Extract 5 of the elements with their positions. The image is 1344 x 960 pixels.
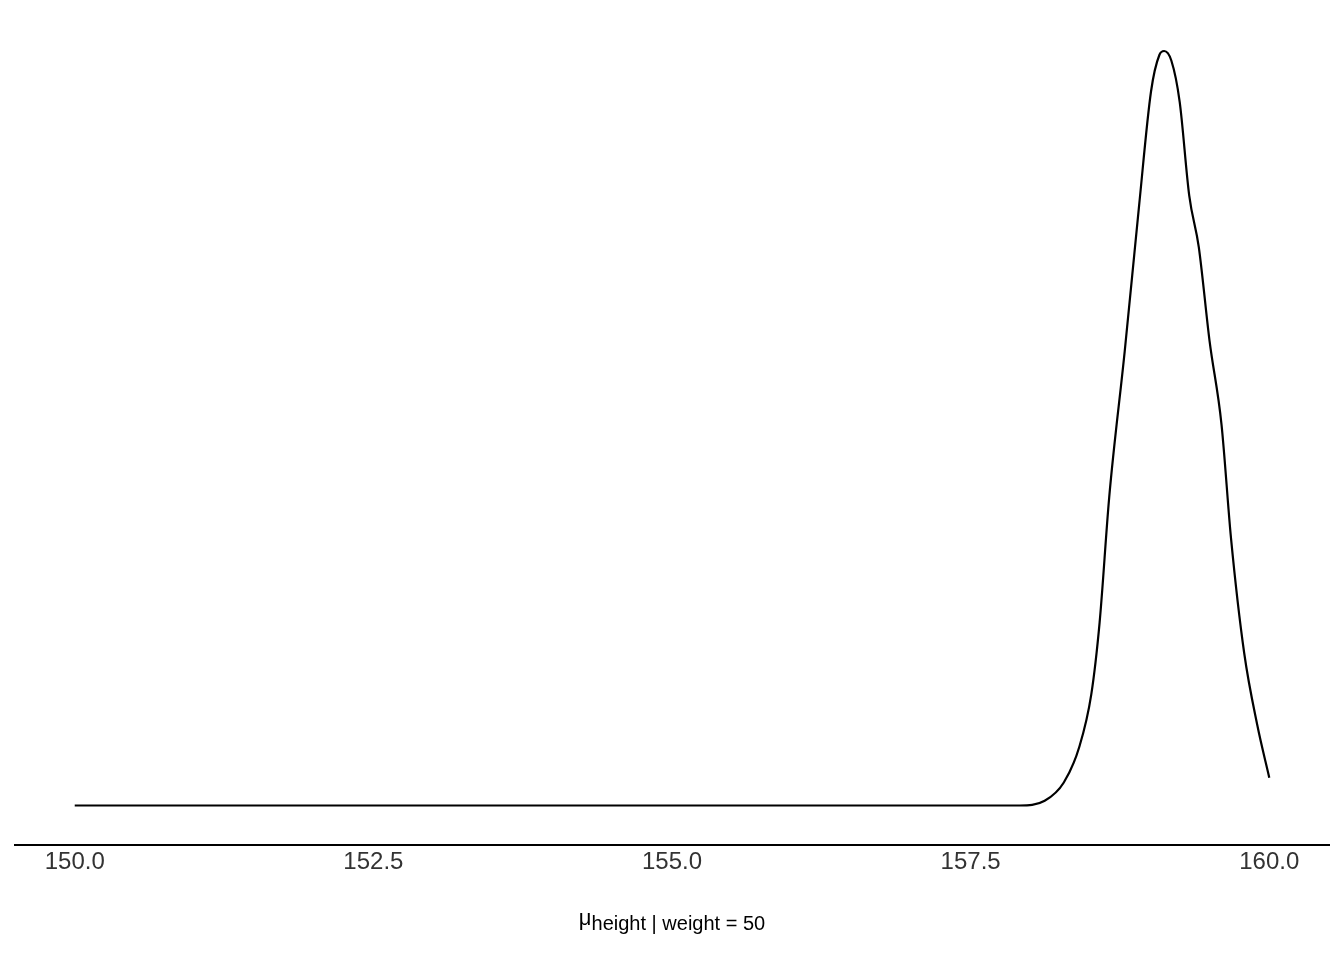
x-tick-label: 152.5 — [343, 847, 404, 875]
x-tick-label: 155.0 — [641, 847, 703, 875]
x-tick-label: 157.5 — [940, 847, 1001, 875]
x-tick-label: 160.0 — [1239, 847, 1300, 875]
x-tick-label: 150.0 — [44, 847, 105, 875]
